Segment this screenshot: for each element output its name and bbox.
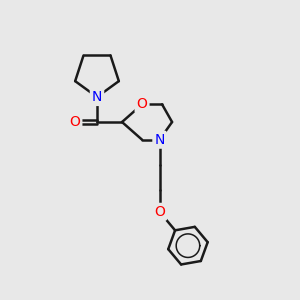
Text: N: N <box>92 90 102 104</box>
Text: N: N <box>154 133 165 147</box>
Text: O: O <box>154 205 165 219</box>
Text: O: O <box>70 115 80 129</box>
Text: O: O <box>136 98 148 111</box>
